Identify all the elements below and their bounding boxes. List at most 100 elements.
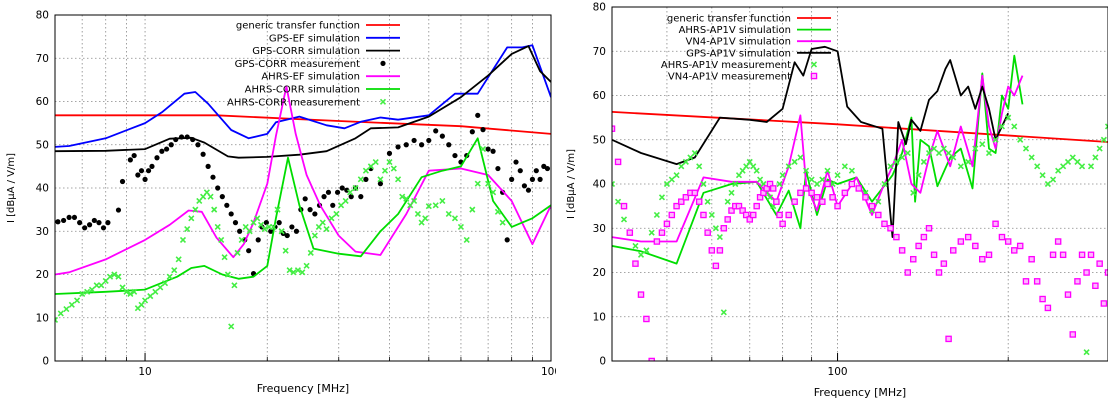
ahrs-corr-measurement-point bbox=[229, 324, 234, 329]
gps-corr-measurement-point bbox=[321, 194, 326, 199]
legend-label: AHRS-EF simulation bbox=[261, 72, 360, 83]
y-tick-label: 50 bbox=[36, 139, 49, 151]
ahrs-corr-measurement-point bbox=[415, 211, 420, 216]
vn4-ap1v-measurement-point bbox=[825, 181, 830, 186]
gps-corr-measurement-point bbox=[256, 237, 261, 242]
vn4-ap1v-measurement-point bbox=[946, 336, 951, 341]
vn4-ap1v-measurement-point bbox=[701, 212, 706, 217]
ahrs-corr-measurement-point bbox=[358, 177, 363, 182]
ahrs-ap1v-measurement-point bbox=[809, 177, 814, 182]
gps-corr-measurement-point bbox=[173, 137, 178, 142]
vn4-ap1v-measurement-point bbox=[941, 261, 946, 266]
vn4-ap1v-measurement-point bbox=[798, 190, 803, 195]
gps-corr-measurement-point bbox=[470, 129, 475, 134]
left-chart-panel: 0102030405060708010100Frequency [MHz]I [… bbox=[0, 0, 556, 398]
gps-corr-measurement-point bbox=[440, 134, 445, 139]
gps-corr-measurement-point bbox=[363, 177, 368, 182]
gps-corr-measurement-point bbox=[61, 218, 66, 223]
vn4-ap1v-measurement-point bbox=[780, 221, 785, 226]
ahrs-ap1v-measurement-point bbox=[1084, 350, 1089, 355]
ahrs-corr-measurement-point bbox=[172, 268, 177, 273]
vn4-ap1v-measurement-point bbox=[692, 190, 697, 195]
gps-corr-measurement-point bbox=[264, 220, 269, 225]
vn4-ap1v-measurement-point bbox=[958, 239, 963, 244]
y-tick-label: 60 bbox=[593, 90, 606, 102]
vn4-ap1v-measurement-point bbox=[1097, 261, 1102, 266]
vn4-ap1v-measurement-point bbox=[1061, 252, 1066, 257]
ahrs-ap1v-measurement-point bbox=[1035, 164, 1040, 169]
ahrs-ap1v-measurement-point bbox=[986, 151, 991, 156]
gps-corr-measurement-point bbox=[146, 168, 151, 173]
gps-corr-measurement-point bbox=[215, 185, 220, 190]
ahrs-corr-measurement-point bbox=[143, 298, 148, 303]
gps-corr-measurement-point bbox=[101, 225, 106, 230]
gps-corr-measurement-point bbox=[522, 183, 527, 188]
gps-corr-measurement-point bbox=[128, 157, 133, 162]
ahrs-corr-measurement-point bbox=[89, 287, 94, 292]
vn4-ap1v-measurement-point bbox=[900, 248, 905, 253]
gps-corr-measurement-point bbox=[105, 220, 110, 225]
gps-corr-measurement-point bbox=[526, 188, 531, 193]
gps-corr-measurement-point bbox=[185, 134, 190, 139]
vn4-ap1v-measurement-point bbox=[931, 252, 936, 257]
gps-corr-measurement-point bbox=[530, 177, 535, 182]
ahrs-ap1v-measurement-point bbox=[644, 248, 649, 253]
ahrs-ap1v-measurement-point bbox=[1056, 168, 1061, 173]
ahrs-ap1v-simulation-line bbox=[612, 56, 1023, 264]
gps-corr-measurement-point bbox=[452, 153, 457, 158]
vn4-ap1v-measurement-point bbox=[659, 230, 664, 235]
gps-corr-measurement-point bbox=[159, 149, 164, 154]
ahrs-ap1v-measurement-point bbox=[966, 159, 971, 164]
ahrs-corr-measurement-point bbox=[64, 307, 69, 312]
vn4-ap1v-measurement-point bbox=[1029, 257, 1034, 262]
y-tick-label: 30 bbox=[593, 223, 606, 235]
ahrs-corr-measurement-point bbox=[464, 237, 469, 242]
gps-corr-measurement-point bbox=[495, 166, 500, 171]
gps-corr-measurement-point bbox=[411, 138, 416, 143]
ahrs-corr-measurement-point bbox=[99, 283, 104, 288]
ahrs-corr-measurement-point bbox=[283, 248, 288, 253]
y-tick-label: 40 bbox=[36, 183, 49, 195]
legend-swatch bbox=[811, 73, 816, 78]
ahrs-ap1v-measurement-point bbox=[1045, 182, 1050, 187]
gps-corr-measurement-point bbox=[426, 138, 431, 143]
gps-corr-measurement-point bbox=[545, 166, 550, 171]
ahrs-corr-measurement-point bbox=[222, 255, 227, 260]
legend-label: AHRS-CORR measurement bbox=[227, 97, 360, 108]
ahrs-corr-measurement-point bbox=[475, 181, 480, 186]
legend-label: AHRS-AP1V simulation bbox=[679, 25, 791, 36]
ahrs-ap1v-measurement-point bbox=[905, 151, 910, 156]
gps-corr-measurement-point bbox=[96, 220, 101, 225]
vn4-ap1v-measurement-point bbox=[888, 226, 893, 231]
gps-corr-measurement-point bbox=[201, 152, 206, 157]
vn4-ap1v-measurement-point bbox=[842, 190, 847, 195]
ahrs-ap1v-measurement-point bbox=[958, 164, 963, 169]
gps-corr-measurement-point bbox=[505, 237, 510, 242]
vn4-ap1v-measurement-point bbox=[1018, 243, 1023, 248]
legend-label: GPS-AP1V simulation bbox=[686, 48, 791, 59]
vn4-ap1v-measurement-point bbox=[633, 261, 638, 266]
ahrs-ap1v-measurement-point bbox=[638, 252, 643, 257]
gps-corr-measurement-point bbox=[92, 218, 97, 223]
ahrs-corr-measurement-point bbox=[320, 220, 325, 225]
ahrs-corr-measurement-point bbox=[304, 263, 309, 268]
ahrs-ap1v-measurement-point bbox=[1070, 155, 1075, 160]
vn4-ap1v-measurement-point bbox=[876, 212, 881, 217]
vn4-ap1v-measurement-point bbox=[973, 243, 978, 248]
ahrs-ap1v-measurement-point bbox=[725, 199, 730, 204]
vn4-ap1v-measurement-point bbox=[916, 243, 921, 248]
ahrs-ap1v-measurement-point bbox=[980, 142, 985, 147]
vn4-ap1v-measurement-point bbox=[771, 186, 776, 191]
gps-corr-measurement-point bbox=[169, 142, 174, 147]
ahrs-ap1v-measurement-point bbox=[820, 177, 825, 182]
ahrs-ap1v-measurement-point bbox=[798, 155, 803, 160]
legend-label: GPS-EF simulation bbox=[269, 33, 360, 44]
ahrs-ap1v-measurement-point bbox=[780, 173, 785, 178]
gps-corr-measurement-point bbox=[294, 229, 299, 234]
legend-swatch bbox=[381, 99, 386, 104]
vn4-ap1v-measurement-point bbox=[1070, 332, 1075, 337]
ahrs-corr-measurement-point bbox=[391, 166, 396, 171]
gps-corr-measurement-point bbox=[224, 203, 229, 208]
y-tick-label: 70 bbox=[593, 46, 606, 58]
